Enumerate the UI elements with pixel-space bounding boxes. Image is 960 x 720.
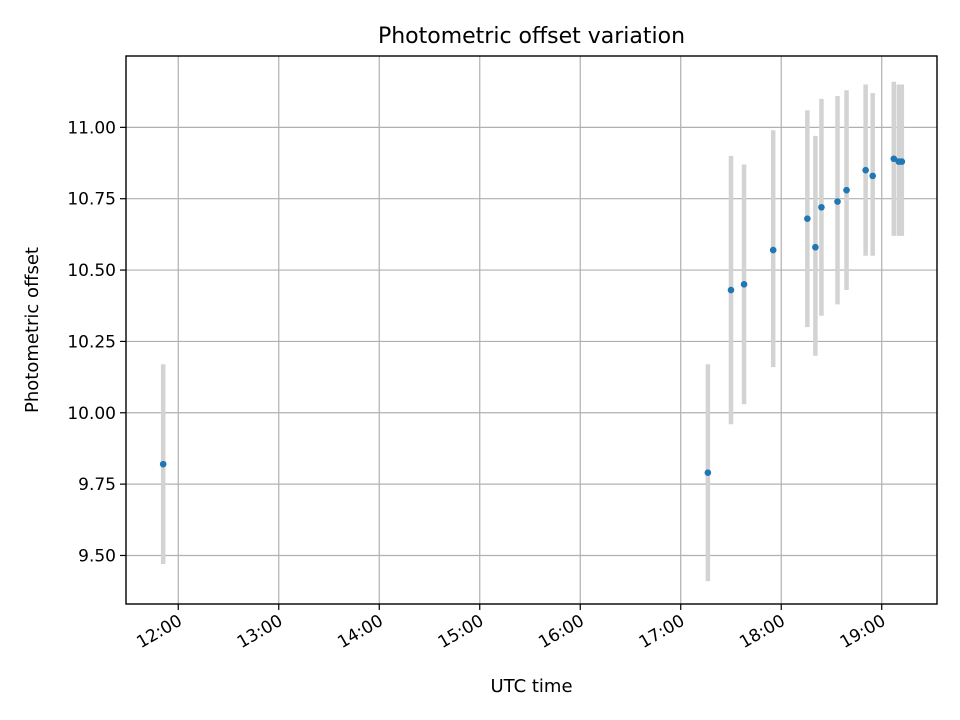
- x-tick-label: 18:00: [736, 611, 788, 653]
- data-point: [804, 215, 811, 222]
- plot-frame: [125, 55, 938, 605]
- data-point: [704, 469, 712, 477]
- x-tick-label: 12:00: [133, 611, 185, 653]
- x-tick-label: 14:00: [334, 611, 386, 653]
- error-bars: [160, 81, 905, 582]
- data-point: [843, 186, 850, 194]
- x-tick-label: 16:00: [535, 611, 587, 653]
- x-tick-label: 19:00: [837, 611, 889, 653]
- data-points: [159, 155, 906, 477]
- y-tick-label: 9.50: [78, 546, 116, 566]
- y-tick-label: 10.25: [67, 332, 116, 352]
- data-point: [898, 158, 906, 165]
- data-point: [727, 286, 735, 294]
- x-tick-label: 13:00: [234, 611, 286, 653]
- data-point: [890, 155, 898, 163]
- y-axis-label: Photometric offset: [22, 247, 43, 413]
- data-point: [862, 166, 869, 174]
- x-axis-label: UTC time: [490, 676, 572, 697]
- y-tick-label: 10.75: [67, 190, 116, 210]
- grid-layer: [126, 56, 937, 604]
- data-point: [740, 281, 748, 288]
- data-point: [818, 203, 825, 211]
- chart-title: Photometric offset variation: [378, 24, 685, 49]
- y-tick-label: 9.75: [78, 475, 116, 495]
- data-point: [834, 198, 841, 205]
- data-point: [812, 243, 819, 251]
- data-point: [869, 172, 876, 180]
- data-point: [769, 246, 777, 254]
- y-tick-label: 10.00: [67, 404, 116, 424]
- data-point: [159, 460, 167, 468]
- y-tick-label: 10.50: [67, 261, 116, 281]
- y-tick-label: 11.00: [67, 118, 116, 138]
- x-tick-label: 15:00: [435, 611, 487, 653]
- x-tick-label: 17:00: [636, 611, 688, 653]
